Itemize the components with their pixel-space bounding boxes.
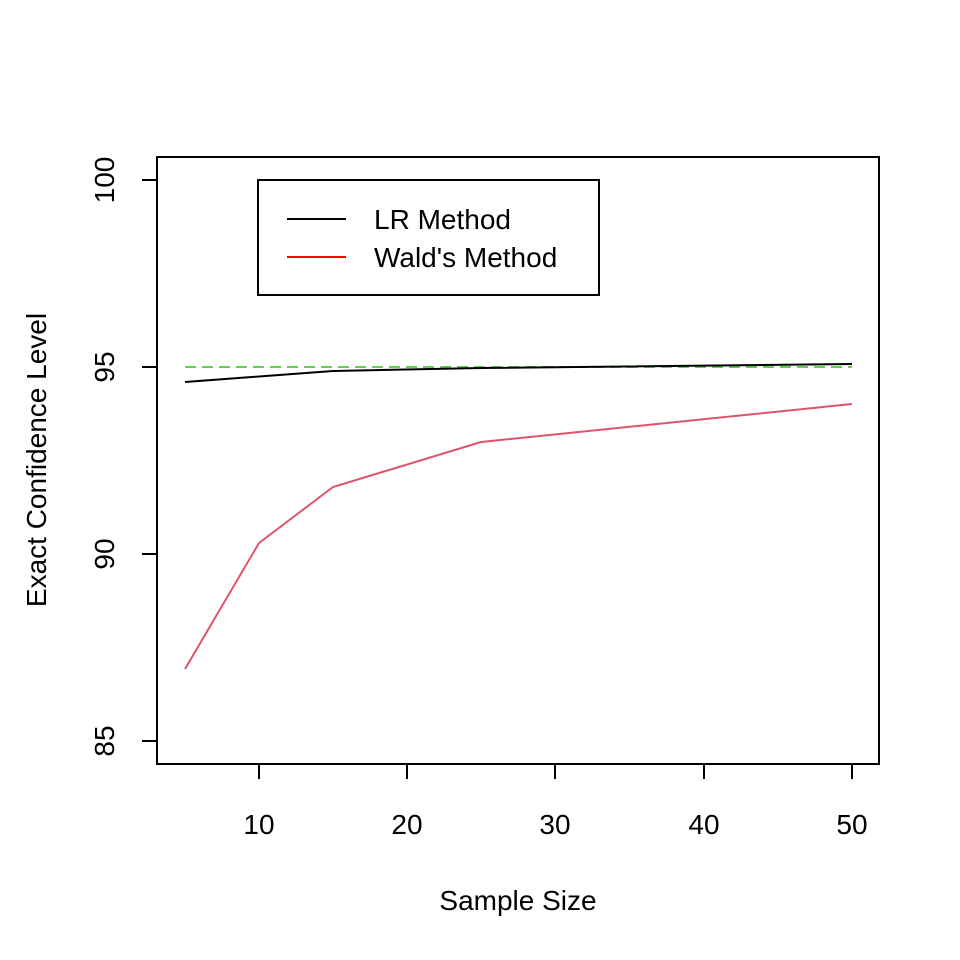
x-tick-label: 20	[391, 809, 422, 840]
legend-label-lr: LR Method	[374, 204, 511, 235]
legend-label-wald: Wald's Method	[374, 242, 557, 273]
y-tick-label: 90	[89, 538, 120, 569]
x-axis: 10 20 30 40 50	[243, 764, 868, 840]
legend: LR Method Wald's Method	[257, 179, 600, 296]
y-axis-title: Exact Confidence Level	[21, 313, 52, 607]
y-tick-label: 95	[89, 351, 120, 382]
x-tick-label: 50	[836, 809, 867, 840]
y-tick-label: 85	[89, 725, 120, 756]
plot-frame	[156, 156, 880, 765]
x-axis-title: Sample Size	[439, 885, 596, 916]
y-tick-label: 100	[89, 157, 120, 204]
series-lr-method	[184, 363, 853, 383]
x-tick-label: 30	[539, 809, 570, 840]
x-tick-label: 40	[688, 809, 719, 840]
series-walds-method	[184, 403, 853, 670]
y-axis: 100 95 90 85	[89, 157, 157, 757]
legend-box	[257, 179, 600, 296]
x-tick-label: 10	[243, 809, 274, 840]
